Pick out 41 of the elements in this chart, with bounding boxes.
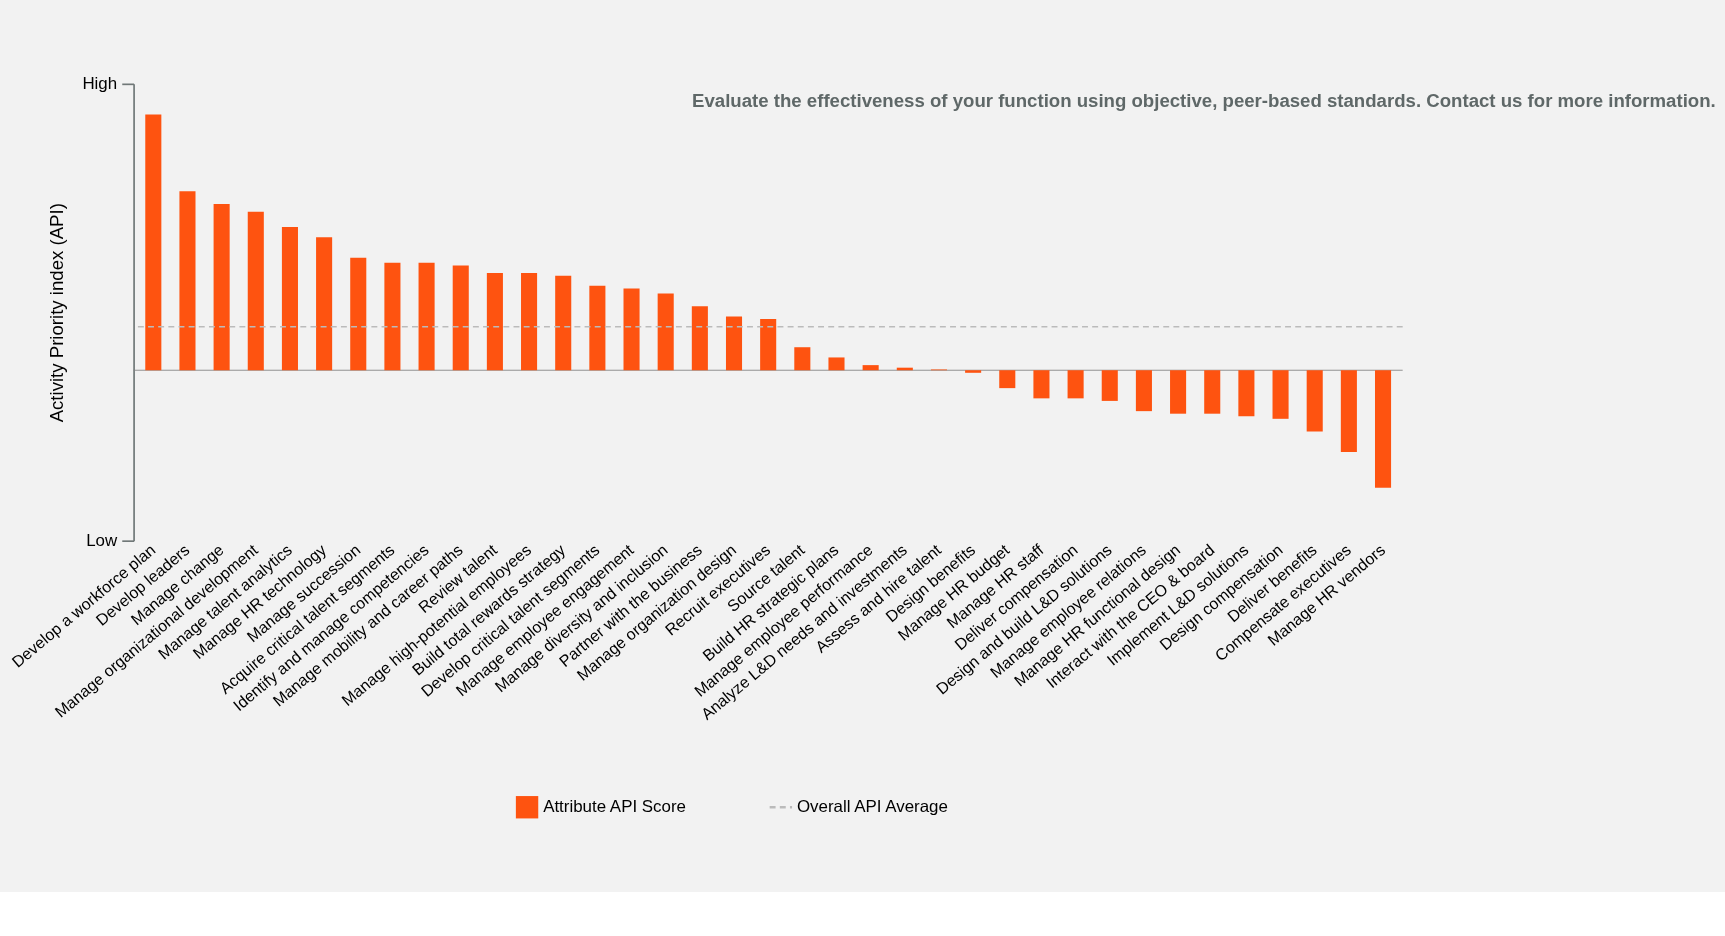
bar	[1374, 370, 1392, 488]
bar	[1204, 370, 1221, 414]
text: High	[82, 74, 118, 94]
bar	[1101, 370, 1118, 401]
bar	[281, 227, 298, 371]
legend-label: Attribute API Score	[543, 797, 686, 817]
bar	[418, 262, 435, 371]
bar	[862, 365, 879, 371]
bar	[1272, 370, 1289, 419]
bar	[1340, 370, 1357, 453]
bar	[794, 347, 811, 371]
bar	[657, 293, 674, 371]
legend-label: Overall API Average	[796, 797, 948, 817]
bar	[1135, 370, 1152, 412]
bar	[555, 275, 572, 371]
bar	[999, 370, 1016, 389]
bar	[316, 237, 333, 371]
bar	[247, 211, 264, 371]
bar	[1067, 370, 1084, 399]
bar	[452, 265, 469, 371]
text: Evaluate the effectiveness of your function using objective, peer-based standards. Contact us for more information.	[692, 89, 1716, 111]
bar	[691, 306, 708, 371]
bar	[384, 262, 401, 371]
bar	[965, 370, 982, 373]
bar	[486, 273, 503, 371]
bar	[1033, 370, 1050, 399]
bar	[589, 285, 606, 371]
bar	[1238, 370, 1255, 417]
bar	[1306, 370, 1323, 432]
bar	[760, 319, 777, 371]
y-axis-title: Activity Priority index (API)	[45, 203, 67, 423]
text: Low	[86, 531, 118, 551]
bar	[145, 114, 162, 371]
bar	[213, 204, 230, 371]
bar	[828, 357, 845, 371]
bar	[350, 257, 367, 371]
bar	[1170, 370, 1187, 414]
bar	[521, 273, 538, 371]
bar	[725, 316, 743, 371]
bar	[623, 288, 640, 371]
bar	[179, 191, 196, 371]
